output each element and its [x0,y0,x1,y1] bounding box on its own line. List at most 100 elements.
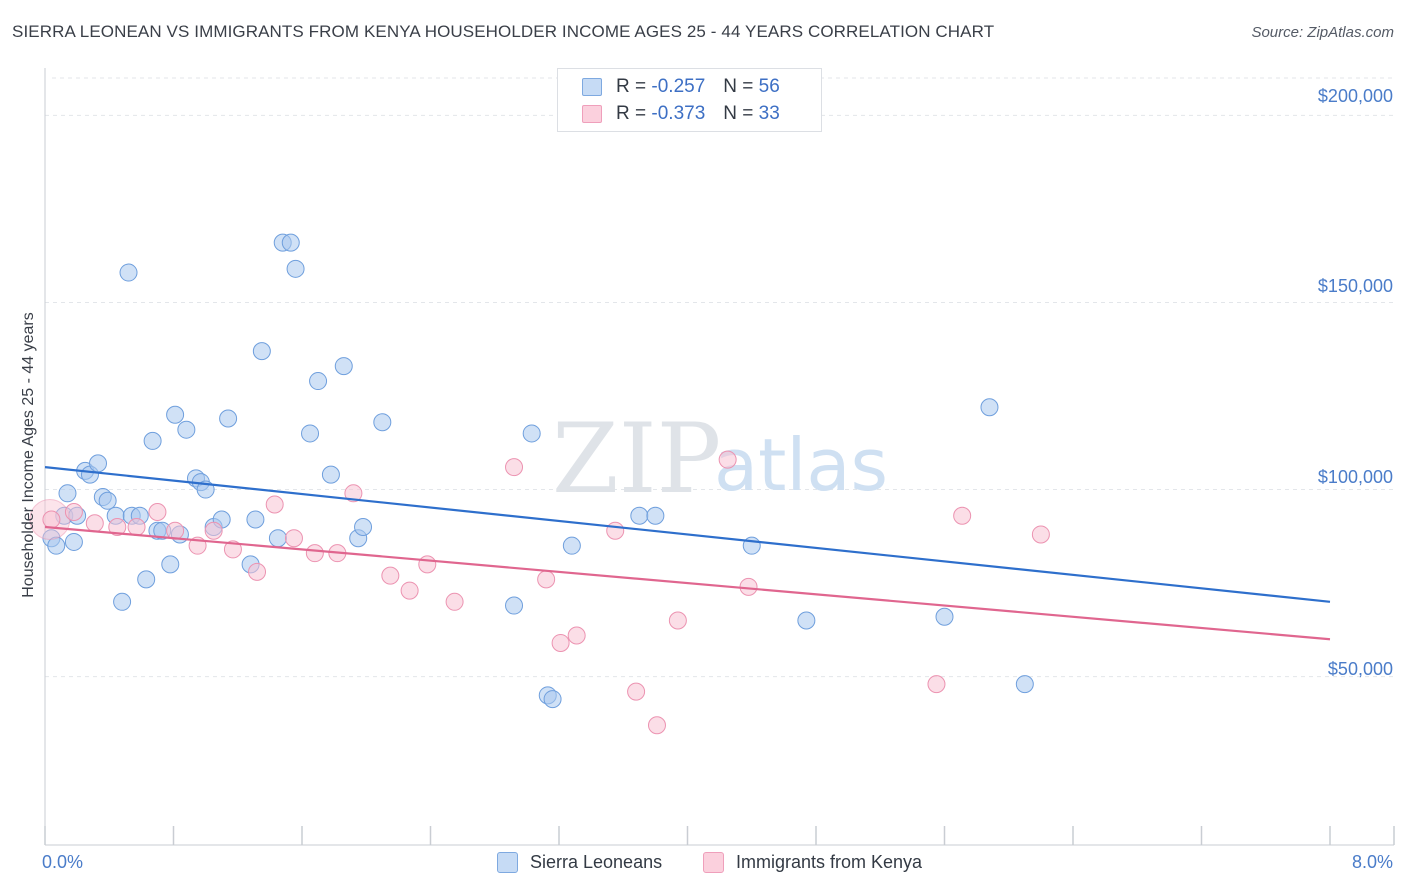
sierra-leonean-point [64,532,83,551]
kenya-point [166,521,185,540]
sierra-leonean-point [219,409,238,428]
sierra-leonean-point [543,690,562,709]
series-kenya-points [29,450,1050,735]
legend-r-label: R = [616,76,647,97]
legend-row-sierra-leoneans: R = -0.257 N = 56 [582,74,780,100]
kenya-point [537,570,556,589]
sierra-leonean-point [89,454,108,473]
sierra-leonean-point [98,491,117,510]
kenya-point [204,521,223,540]
legend-item-sierra-leoneans: Sierra Leoneans [497,852,662,873]
sierra-leonean-point [301,424,320,443]
kenya-point [223,540,242,559]
watermark-atlas: atlas [714,423,888,507]
kenya-point [927,675,946,694]
sierra-leonean-point [58,484,77,503]
kenya-point [85,514,104,533]
y-tick-100000: $100,000 [1317,467,1393,487]
kenya-point [344,484,363,503]
kenya-point [284,529,303,548]
kenya-point [400,581,419,600]
kenya-point [148,503,167,522]
legend-swatch-pink [582,105,602,123]
sierra-leonean-point [505,596,524,615]
sierra-leonean-point [252,342,271,361]
x-tick-min: 0.0% [42,852,84,872]
kenya-point [668,611,687,630]
kenya-point [265,495,284,514]
sierra-leonean-point [47,536,66,555]
legend-swatch-blue [582,78,602,96]
chart-title: SIERRA LEONEAN VS IMMIGRANTS FROM KENYA … [12,22,995,41]
legend-row-kenya: R = -0.373 N = 33 [582,101,780,127]
legend-r-label: R = [616,103,647,124]
sierra-leonean-point [281,233,300,252]
y-tick-150000: $150,000 [1317,276,1393,296]
watermark-zip: ZIP [552,403,721,515]
sierra-leonean-point [268,529,287,548]
kenya-point [1031,525,1050,544]
source-credit: Source: ZipAtlas.com [1251,24,1394,41]
legend-n-label: N = [723,76,754,97]
legend-label-kenya: Immigrants from Kenya [736,852,923,872]
y-tick-50000: $50,000 [1327,659,1393,679]
y-axis-label: Householder Income Ages 25 - 44 years [20,312,37,598]
sierra-leonean-point [309,372,328,391]
trend-lines [44,466,1331,641]
watermark: ZIP atlas [552,403,888,515]
correlation-legend: R = -0.257 N = 56 R = -0.373 N = 33 [557,68,822,132]
legend-n-value: 56 [758,76,780,97]
kenya-point [627,682,646,701]
sierra-leonean-point [113,592,132,611]
series-sierra-leoneans-points [42,233,1034,709]
sierra-leonean-point [286,259,305,278]
sierra-leonean-point [935,607,954,626]
sierra-leonean-point [246,510,265,529]
sierra-leonean-point [166,405,185,424]
kenya-point [108,517,127,536]
kenya-point [445,592,464,611]
trend-line-sierra-leoneans [44,466,1331,603]
x-tick-max: 8.0% [1351,852,1393,872]
sierra-leonean-point [334,357,353,376]
sierra-leonean-point [177,420,196,439]
kenya-point [953,506,972,525]
kenya-point [647,716,666,735]
sierra-leonean-point [980,398,999,417]
sierra-leonean-point [373,413,392,432]
sierra-leonean-point [797,611,816,630]
kenya-point [42,510,61,529]
kenya-point [718,450,737,469]
sierra-leonean-point [1015,675,1034,694]
sierra-leonean-point [354,517,373,536]
legend-r-value: -0.373 [651,103,706,124]
legend-item-kenya: Immigrants from Kenya [703,852,922,873]
y-tick-200000: $200,000 [1317,86,1393,106]
kenya-point [127,517,146,536]
legend-r-value: -0.257 [651,76,706,97]
legend-label-sierra-leoneans: Sierra Leoneans [530,852,663,872]
trend-line-kenya [44,525,1331,641]
sierra-leonean-point [630,506,649,525]
sierra-leonean-point [321,465,340,484]
kenya-point [418,555,437,574]
sierra-leonean-point [522,424,541,443]
sierra-leonean-point [646,506,665,525]
legend-n-label: N = [723,103,754,124]
kenya-point [381,566,400,585]
kenya-point [505,458,524,477]
kenya-point [248,562,267,581]
kenya-point [64,503,83,522]
sierra-leonean-point [119,263,138,282]
legend-n-value: 33 [758,103,780,124]
kenya-point [606,521,625,540]
sierra-leonean-point [161,555,180,574]
legend-swatch-pink [703,852,724,873]
kenya-point [551,633,570,652]
sierra-leonean-point [143,431,162,450]
kenya-point [567,626,586,645]
axes [44,68,1395,846]
kenya-point [305,544,324,563]
sierra-leonean-point [562,536,581,555]
